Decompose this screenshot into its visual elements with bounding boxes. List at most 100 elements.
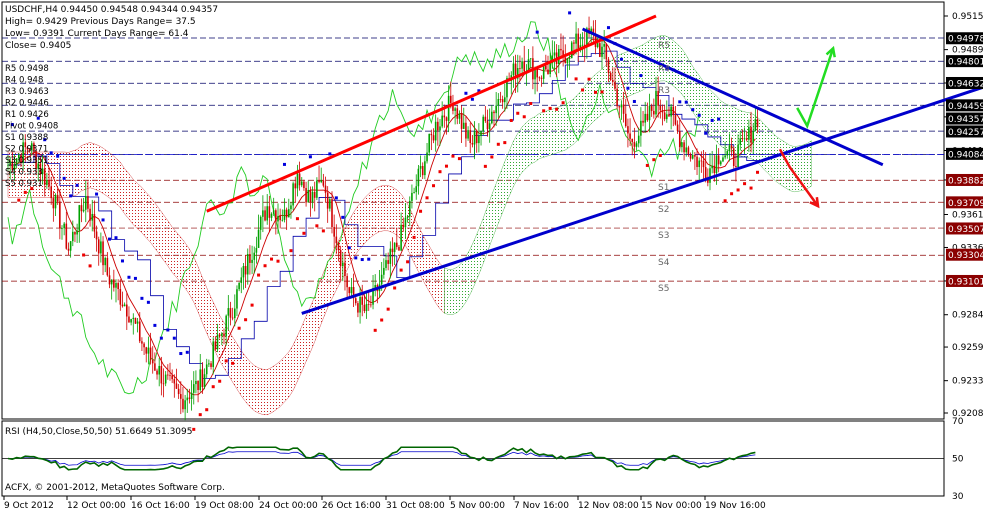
candle-body [63,223,65,229]
candle-body [732,148,735,166]
price-tag-label: 0.94257 [948,128,983,138]
candle-body [570,42,573,59]
candle-body [452,102,454,111]
rsi-line [7,446,756,471]
candle-body [594,33,597,48]
candle-body [162,383,165,385]
candle-body [663,112,666,120]
sar-dot [82,253,86,257]
sar-dot [308,155,312,159]
sar-dot [23,190,27,194]
sar-dot [218,379,222,383]
candle-body [678,131,681,148]
candle-body [126,304,128,317]
candle-body [437,121,439,131]
candle-body [33,143,35,151]
parabolic-sar [10,11,760,431]
candle-body [89,208,91,221]
candle-body [421,166,424,176]
candle-body [514,63,517,79]
x-tick-label: 24 Oct 00:00 [259,501,318,511]
candle-body [72,231,74,242]
level-mark: R5 [658,41,670,51]
candle-body [147,347,150,354]
candle-body [214,341,217,350]
candle-body [61,228,63,230]
sar-dot [470,97,474,101]
candle-body [231,317,234,319]
candle-body [523,61,526,72]
sar-dot [678,100,682,104]
candle-body [78,205,81,231]
sar-dot [594,90,598,94]
candle-body [35,150,37,169]
sar-dot [108,237,112,241]
sar-dot [652,158,656,162]
sar-dot [529,102,533,106]
candle-body [698,160,700,168]
candle-body [387,260,389,264]
sar-dot [665,67,669,71]
candle-body [100,241,102,254]
x-tick-label: 31 Oct 08:00 [386,501,445,511]
candle-body [290,205,292,210]
candle-body [354,298,357,304]
sar-dot [321,229,325,233]
rsi-tick-label: 50 [952,455,964,465]
candle-body [303,181,305,189]
candle-body [564,57,567,64]
candle-body [406,216,409,218]
sar-dot [36,116,40,120]
candle-body [253,252,256,260]
candle-body [259,216,262,230]
candle-body [246,254,249,275]
sar-dot [477,89,481,93]
candle-body [149,347,152,360]
candle-body [104,257,106,266]
price-tag [946,222,983,235]
candle-body [281,219,284,221]
candle-body [620,104,623,108]
candle-body [171,375,173,380]
candle-body [717,155,720,165]
level-mark: S3 [658,231,669,241]
candle-body [558,48,560,65]
candle-body [467,130,469,139]
pivot-label: S1 0.9388 [5,133,48,143]
sar-dot [756,170,760,174]
candle-body [132,317,135,320]
candle-body [581,44,584,46]
sar-dot [211,385,215,389]
header-line-4: Close= 0.9405 [5,41,71,51]
candle-body [603,44,605,47]
candle-body [285,209,288,218]
candle-body [91,213,94,221]
candle-body [50,186,52,199]
candle-body [445,117,448,121]
sar-dot [490,155,494,159]
candle-body [726,151,729,156]
rsi-label: RSI (H4,50,Close,50,50) 51.6649 51.3095 [5,427,192,437]
candle-body [402,224,405,228]
candle-body [186,397,189,401]
sar-dot [373,328,377,332]
candle-body [380,274,383,285]
candle-body [348,287,351,294]
pivot-label: S5 0.931 [5,179,43,189]
candle-body [251,259,253,263]
candle-body [560,48,562,51]
candle-body [242,266,245,278]
candle-body [745,138,748,140]
price-tag [946,248,983,261]
x-tick-label: 9 Oct 2012 [4,501,54,511]
candle-body [234,308,236,319]
candle-body [339,250,342,267]
candle-body [333,227,335,237]
candle-body [195,380,197,385]
price-axis: 0.951500.948900.946320.943700.941100.938… [944,12,983,419]
